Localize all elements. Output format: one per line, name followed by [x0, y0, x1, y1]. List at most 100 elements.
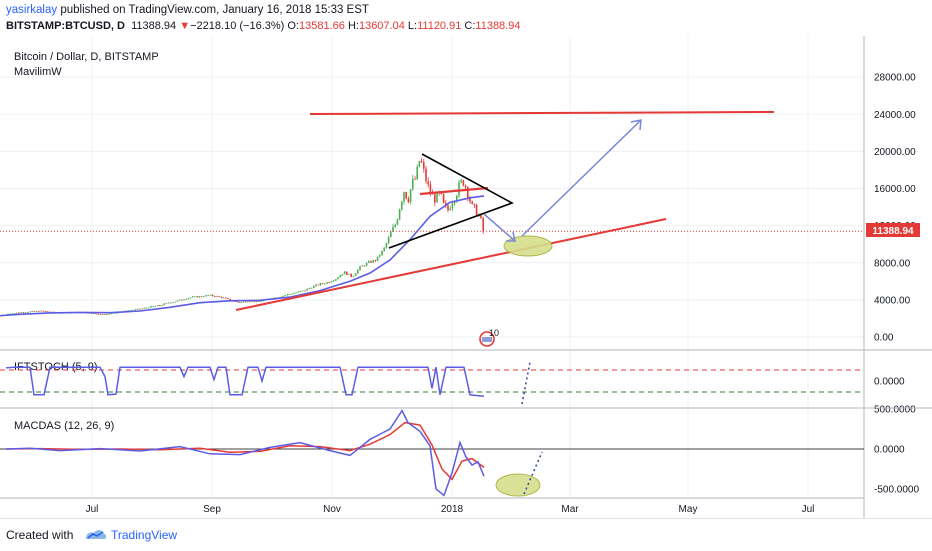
projection-arrow-down[interactable] [483, 213, 516, 242]
macd-target-ellipse[interactable] [495, 473, 541, 497]
created-with-label: Created with [6, 528, 74, 542]
candle-body [132, 310, 135, 311]
candle-body [189, 297, 192, 299]
candle-body [335, 279, 337, 281]
candle-body [145, 307, 148, 309]
candle-body [328, 282, 330, 284]
triangle-midline[interactable] [419, 186, 489, 196]
candle-body [469, 197, 471, 202]
y-tick-label: 20000.00 [874, 147, 916, 158]
stoch-projection-line[interactable] [521, 361, 531, 405]
candle-body [242, 301, 245, 303]
candle-body [183, 299, 185, 301]
candle-body [238, 301, 240, 303]
close-label: C: [464, 20, 476, 32]
candle-body [293, 292, 295, 294]
tradingview-link[interactable]: TradingView [111, 528, 178, 542]
candle-body [363, 265, 366, 267]
candle-body [24, 312, 27, 314]
events-badge[interactable]: 10 [479, 328, 499, 347]
high-label: H: [347, 20, 359, 32]
candle-body [11, 313, 14, 315]
author-link[interactable]: yasirkalay [6, 4, 58, 16]
candle-body [381, 250, 383, 256]
candle-body [343, 271, 346, 275]
high-value: 13607.04 [358, 20, 405, 32]
target-zone-ellipse[interactable] [503, 235, 553, 257]
macd-pane-title: MACDAS (12, 26, 9) [14, 420, 114, 432]
candle-body [291, 293, 293, 295]
candle-body [449, 208, 451, 211]
candle-body [130, 310, 132, 312]
macd-tick-label: -500.0000 [874, 485, 919, 496]
candle-body [187, 298, 190, 300]
support-trendline[interactable] [235, 218, 667, 311]
candle-body [462, 180, 465, 186]
candle-body [346, 271, 348, 275]
candle-body [475, 205, 478, 216]
candle-body [451, 203, 454, 209]
candle-body [374, 260, 377, 261]
candle-body [154, 305, 157, 307]
candle-body [337, 277, 339, 280]
candle-body [458, 182, 460, 196]
candle-body [95, 313, 97, 315]
candle-body [38, 310, 40, 312]
x-tick-label: 2018 [441, 504, 464, 515]
last-price: 11388.94 [131, 20, 177, 32]
indicator-title: MavilimW [14, 66, 62, 78]
down-arrow-icon: ▼ [179, 20, 191, 32]
candle-body [20, 312, 22, 314]
candle-body [453, 201, 456, 204]
candle-body [418, 161, 421, 167]
candle-body [425, 168, 427, 182]
candle-body [214, 296, 216, 297]
candle-body [460, 180, 462, 183]
chart-canvas[interactable]: Jul Sep Nov 2018 Mar May Jul 0.00 4000.00 8000.0… [0, 36, 932, 518]
candle-body [220, 296, 223, 298]
x-tick-label: May [679, 504, 698, 515]
candle-body [412, 178, 414, 190]
candle-body [253, 301, 256, 302]
candle-body [445, 202, 447, 206]
projection-arrow-up[interactable] [521, 119, 642, 237]
candle-body [159, 305, 161, 307]
candle-body [427, 181, 429, 185]
candle-body [143, 307, 146, 309]
candle-body [302, 290, 304, 292]
candle-body [442, 193, 445, 203]
candle-body [326, 282, 328, 284]
y-tick-label: 8000.00 [874, 258, 911, 269]
candle-body [90, 312, 93, 314]
y-tick-label: 16000.00 [874, 184, 916, 195]
candle-body [205, 295, 207, 297]
candle-body [379, 255, 381, 257]
candle-body [251, 301, 253, 302]
y-tick-label: 0.00 [874, 333, 894, 344]
triangle-pattern[interactable] [388, 153, 514, 249]
candle-body [93, 313, 95, 315]
candle-body [137, 308, 139, 310]
candle-body [27, 312, 29, 313]
candle-body [414, 178, 416, 180]
candle-body [392, 226, 394, 232]
candle-body [227, 298, 229, 299]
candle-body [308, 288, 311, 289]
y-tick-label: 28000.00 [874, 73, 916, 84]
candle-body [317, 284, 319, 286]
tradingview-logo-icon[interactable] [84, 527, 108, 543]
low-value: 11120.91 [417, 20, 462, 32]
candle-body [396, 219, 399, 225]
candle-body [97, 313, 99, 315]
candle-body [211, 294, 214, 297]
candle-body [16, 312, 18, 314]
resistance-line[interactable] [309, 111, 775, 115]
candle-body [480, 215, 482, 219]
candle-body [315, 284, 317, 286]
candle-body [304, 290, 306, 292]
y-tick-label: 4000.00 [874, 295, 911, 306]
candle-body [471, 201, 473, 204]
x-axis-labels: Jul Sep Nov 2018 Mar May Jul [86, 504, 815, 515]
candle-body [152, 306, 154, 307]
candle-body [295, 292, 297, 294]
